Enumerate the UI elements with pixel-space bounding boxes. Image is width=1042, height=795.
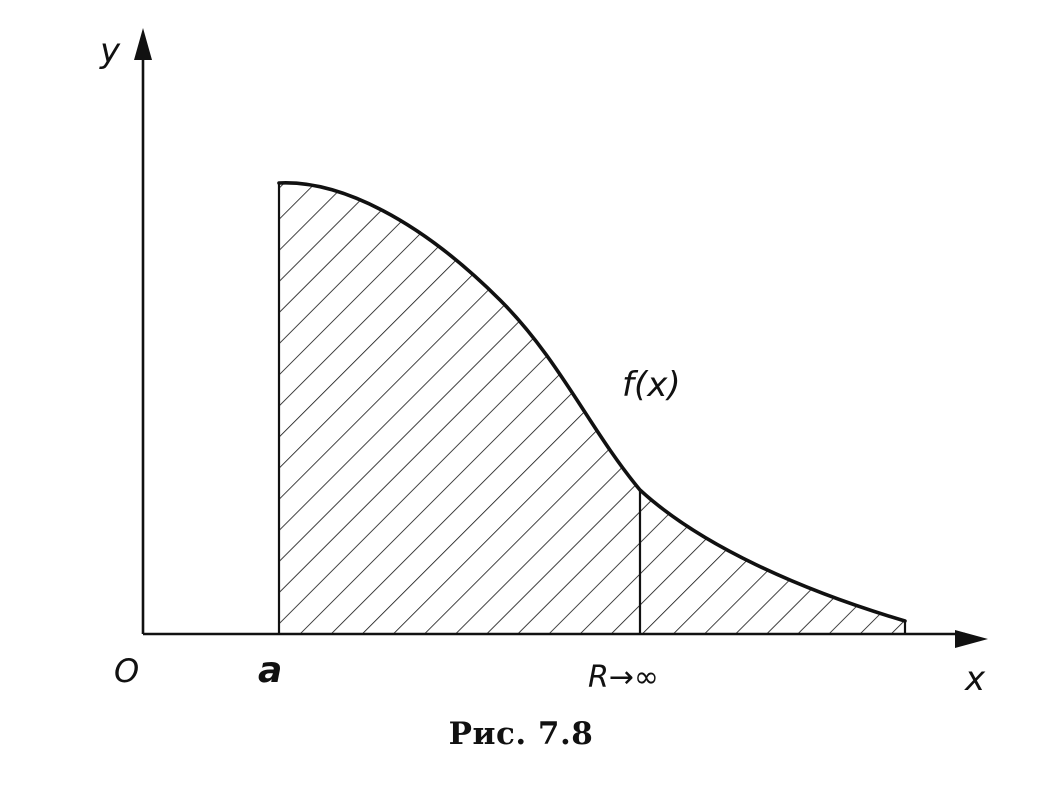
x-axis-arrow	[955, 630, 988, 648]
function-curve	[277, 181, 907, 623]
r-infinity-label: R→∞	[588, 660, 659, 695]
a-label: a	[258, 650, 282, 691]
hatched-area	[279, 182, 905, 634]
function-label: f(x)	[622, 365, 681, 405]
origin-label: O	[114, 652, 139, 690]
figure-caption: Рис. 7.8	[448, 716, 594, 752]
x-axis-label: x	[964, 659, 986, 699]
y-axis-label: y	[99, 31, 121, 71]
y-axis-arrow	[134, 28, 152, 60]
